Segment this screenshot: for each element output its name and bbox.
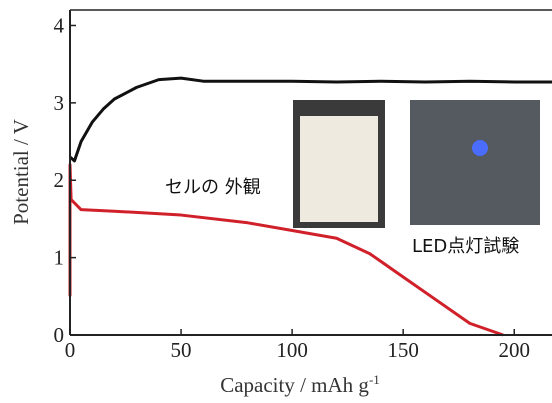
y-tick-label: 2 — [54, 168, 65, 192]
y-axis-title: Potential / V — [9, 119, 33, 225]
x-tick-label: 0 — [65, 338, 76, 362]
annotation: LED点灯試験 — [412, 236, 519, 257]
y-tick-label: 1 — [54, 246, 65, 270]
led-photo — [410, 100, 540, 225]
x-tick-label: 150 — [387, 338, 419, 362]
chart: セルの 外観 LED点灯試験 Capacity / mAh g-1 Potent… — [0, 0, 552, 403]
y-tick-label: 4 — [54, 13, 65, 37]
x-tick-label: 50 — [171, 338, 192, 362]
x-axis-title: Capacity / mAh g-1 — [220, 372, 380, 397]
x-tick-label: 200 — [498, 338, 530, 362]
y-tick-label: 0 — [54, 323, 65, 347]
x-label-sup: -1 — [369, 372, 380, 387]
cell-photo-paper — [300, 116, 378, 222]
x-label: Capacity / mAh g — [220, 373, 369, 397]
annotation: セルの 外観 — [165, 177, 261, 198]
y-tick-label: 3 — [54, 91, 65, 115]
led-light — [472, 140, 488, 156]
x-tick-label: 100 — [276, 338, 308, 362]
